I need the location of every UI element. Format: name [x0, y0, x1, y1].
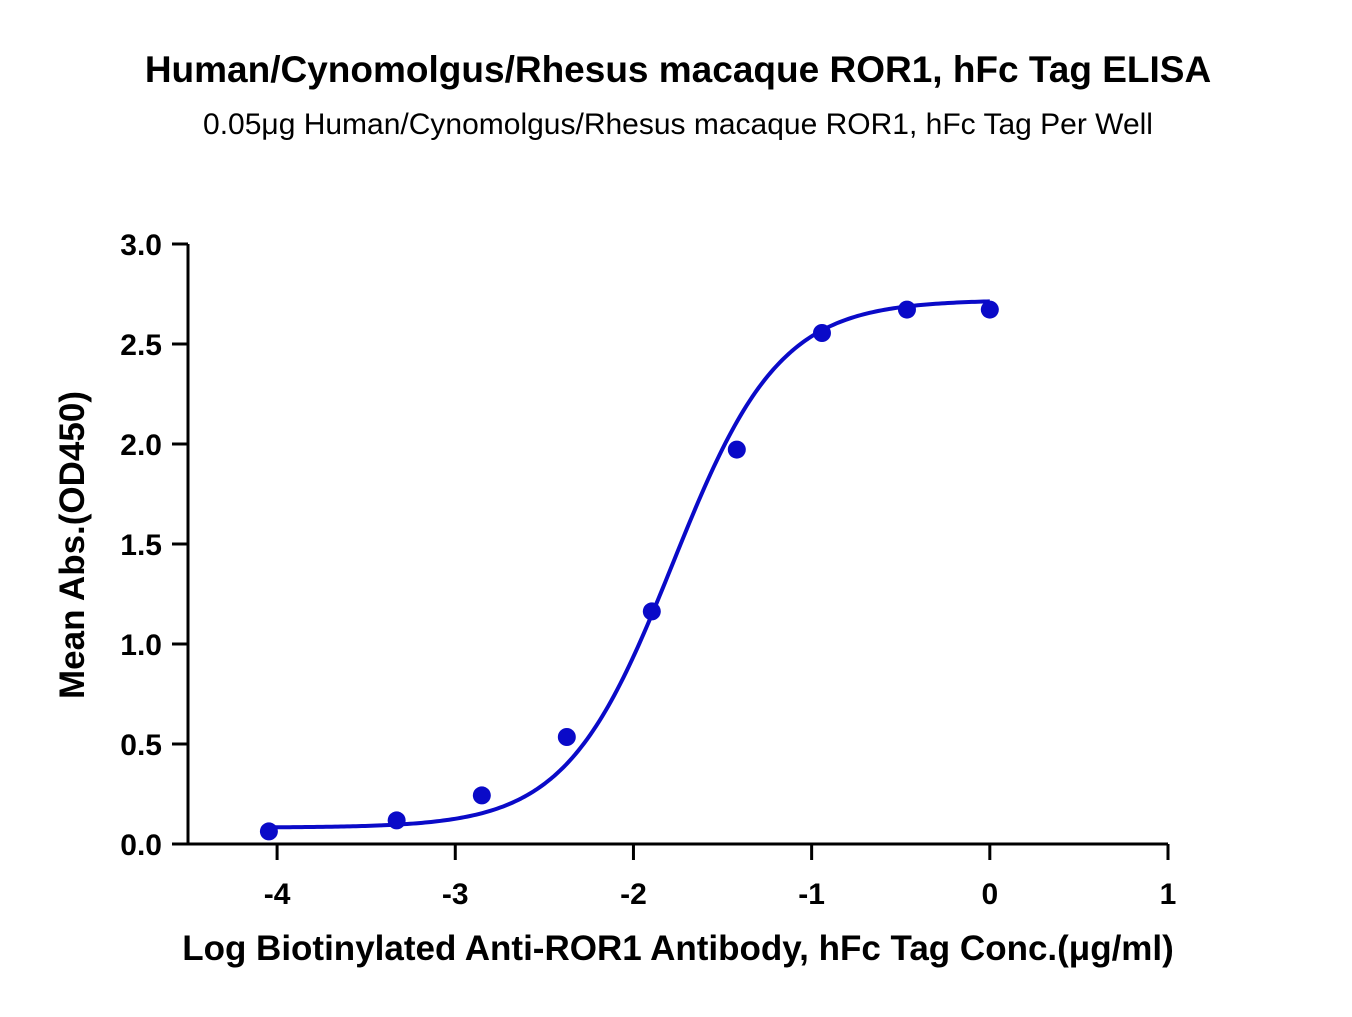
fit-curve-layer — [268, 299, 990, 830]
x-tick-label: -1 — [798, 878, 825, 911]
x-axis-label: Log Biotinylated Anti-ROR1 Antibody, hFc… — [182, 929, 1174, 968]
data-point — [259, 822, 278, 841]
y-tick-label: 2.5 — [120, 329, 162, 362]
y-tick-label: 1.0 — [120, 629, 162, 662]
data-point — [557, 728, 576, 746]
data-point — [812, 324, 831, 342]
data-point — [387, 811, 406, 830]
y-tick-label: 1.5 — [120, 529, 162, 562]
chart-subtitle: 0.05μg Human/Cynomolgus/Rhesus macaque R… — [203, 108, 1153, 141]
data-point — [897, 300, 916, 319]
y-tick-label: 0.5 — [120, 729, 162, 762]
data-point — [642, 602, 661, 621]
data-points — [259, 300, 999, 841]
y-tick-label: 2.0 — [120, 429, 162, 462]
x-tick-label: 0 — [981, 878, 998, 911]
x-tick-label: -3 — [442, 878, 469, 911]
data-point — [727, 440, 746, 459]
axes: 0.0 0.5 1.0 1.5 2.0 2.5 3.0 -4 -3 -2 -1 0 1 — [120, 229, 1176, 911]
x-tick-label: -2 — [620, 878, 647, 911]
y-axis-label: Mean Abs.(OD450) — [53, 391, 92, 699]
data-point — [980, 300, 999, 319]
fit-curve — [268, 299, 990, 830]
x-tick-label: 1 — [1160, 878, 1177, 911]
chart-title: Human/Cynomolgus/Rhesus macaque ROR1, hF… — [145, 49, 1211, 90]
x-tick-label: -4 — [264, 878, 291, 911]
data-point — [472, 786, 491, 805]
y-tick-label: 0.0 — [120, 829, 162, 862]
y-tick-label: 3.0 — [120, 229, 162, 262]
